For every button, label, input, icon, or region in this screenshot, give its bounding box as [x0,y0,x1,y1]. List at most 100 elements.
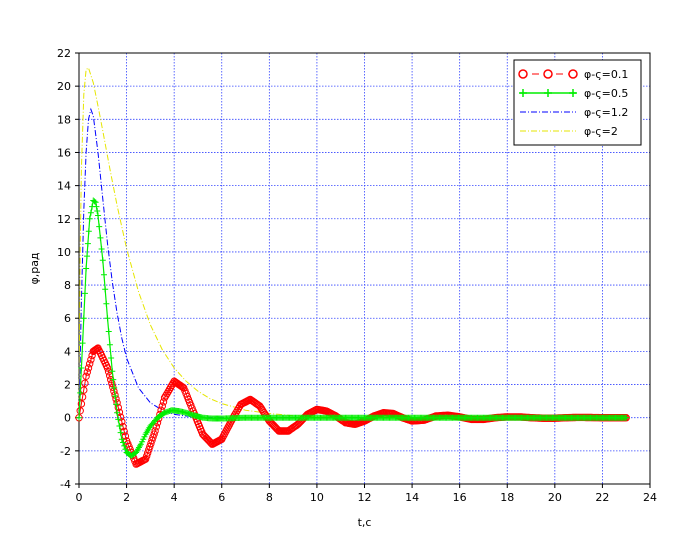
series-1-marker [151,427,159,435]
x-tick-label: 24 [643,491,657,504]
series-2-marker [113,401,120,408]
series-3-line [78,107,627,419]
series-2-marker [92,199,99,206]
series-1-marker [87,356,95,364]
series-2-marker [102,286,109,293]
x-tick-label: 14 [405,491,419,504]
series-1-marker [178,383,187,391]
legend-label-4: φ-ς=2 [584,125,618,138]
series-2-marker [99,257,106,264]
series-2-marker [93,203,100,210]
series-2-marker [109,368,116,375]
series-1-marker [88,351,96,360]
series-1-marker [140,456,149,464]
series-2-marker [100,271,107,278]
series-1-marker [86,360,94,368]
series-1-marker [109,383,117,391]
y-tick-label: 0 [64,412,71,425]
series-2-marker [112,393,119,400]
y-tick-label: 14 [57,180,71,193]
series-1-marker [159,398,168,406]
legend-label-3: φ-ς=1.2 [584,106,628,119]
series-1-marker [233,406,241,415]
legend-label-2: φ-ς=0.5 [584,87,628,100]
legend-marker-2 [519,89,527,97]
series-1-marker [166,383,175,392]
series-1-marker [77,400,86,408]
series-1-marker [83,368,92,376]
x-tick-label: 8 [266,491,273,504]
series-2-marker [86,215,93,222]
series-2-marker [78,364,85,371]
y-tick-label: 12 [57,213,71,226]
series-2-marker [118,436,125,443]
series-2-marker [122,446,129,453]
legend-marker-2 [569,89,577,97]
series-1-marker [143,452,151,460]
x-tick-label: 16 [453,491,467,504]
y-axis-label: φ,рад [28,252,41,284]
legend-label-1: φ-ς=0.1 [584,68,628,81]
series-2-marker [623,414,630,421]
x-tick-label: 0 [76,491,83,504]
legend: φ-ς=0.1 φ-ς=0.5 φ-ς=1.2 φ-ς=2 [513,59,642,146]
series-1-marker [113,399,121,407]
series-1-marker [162,392,170,400]
series-2-marker [104,315,111,322]
x-tick-label: 20 [548,491,562,504]
series-1-marker [158,402,167,410]
series-2-marker [87,209,94,216]
series-2 [76,197,630,459]
series-2-marker [84,240,91,247]
series-2-marker [96,223,103,230]
y-tick-label: -4 [60,478,71,491]
series-2-marker [115,416,122,423]
series-1-marker [121,432,130,440]
series-1-marker [144,449,152,457]
series-1-marker [81,379,89,387]
series-2-marker [80,315,87,322]
series-1-line [78,347,627,465]
series-2-marker [114,409,121,416]
series-2-marker [111,384,118,391]
series-2-marker [110,376,117,383]
x-tick-label: 2 [123,491,130,504]
series-2-marker [76,414,82,421]
series-1-marker [84,364,93,372]
series-2-marker [97,234,104,241]
legend-marker-1 [543,69,553,79]
series-1-marker [103,364,112,372]
series-2-marker [83,265,90,272]
series-2-marker [108,355,115,362]
x-tick-label: 4 [171,491,178,504]
y-tick-label: 22 [57,47,71,60]
y-tick-label: 10 [57,246,71,259]
series-1-marker [82,372,90,380]
legend-marker-1 [518,69,528,79]
y-tick-label: 8 [64,279,71,292]
series-1-marker [108,379,116,388]
x-tick-label: 22 [595,491,609,504]
series-2-marker [105,328,112,335]
series-2-marker [98,246,105,253]
x-tick-label: 12 [358,491,372,504]
x-tick-label: 6 [218,491,225,504]
series-1-marker [76,407,84,415]
series-3 [78,107,627,419]
y-tick-label: 20 [57,80,71,93]
series-2-marker [81,290,88,297]
x-axis-label: t,c [358,516,372,529]
y-tick-label: 2 [64,379,71,392]
series-2-marker [106,341,113,348]
legend-marker-2 [544,89,552,97]
series-2-marker [120,439,127,446]
series-1 [75,344,630,468]
series-2-marker [117,429,124,436]
series-1-marker [147,439,155,448]
series-2-marker [77,389,84,396]
series-2-marker [116,422,123,429]
y-tick-label: 16 [57,146,71,159]
series-2-marker [84,253,91,260]
y-tick-label: 4 [64,345,71,358]
series-group [75,67,630,468]
